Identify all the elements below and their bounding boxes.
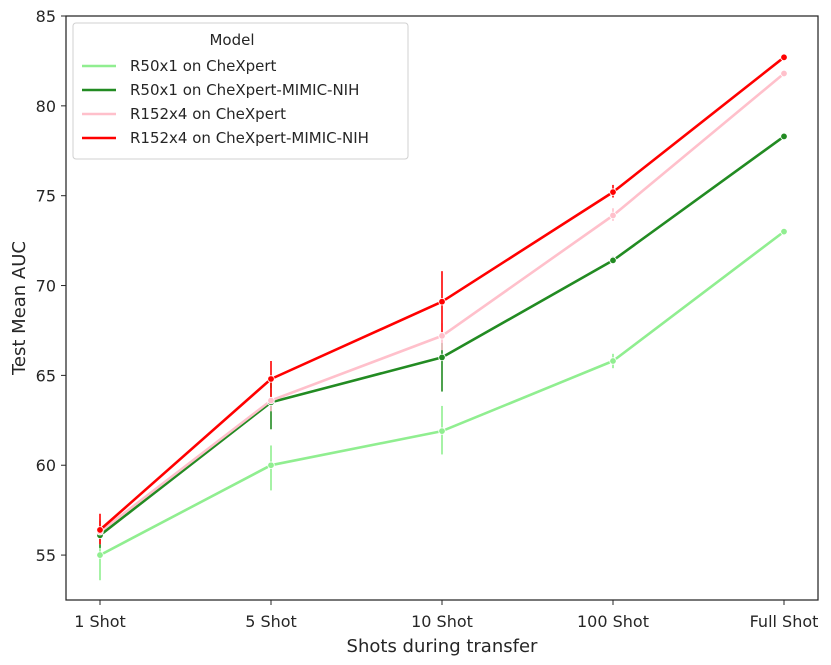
legend-items: R50x1 on CheXpert R50x1 on CheXpert-MIMIC… xyxy=(82,57,369,147)
data-point xyxy=(267,375,275,383)
legend-box xyxy=(72,22,409,160)
series-markers xyxy=(96,53,788,559)
data-point xyxy=(96,551,104,559)
data-point xyxy=(438,427,446,435)
data-point xyxy=(267,461,275,469)
data-point xyxy=(780,227,788,236)
data-point xyxy=(780,132,788,141)
data-point xyxy=(780,53,788,62)
data-point xyxy=(609,357,617,365)
data-point xyxy=(438,298,446,306)
data-point xyxy=(96,526,104,534)
data-point xyxy=(267,396,275,405)
y-tick-label: 55 xyxy=(36,546,56,565)
x-tick-label: 5 Shot xyxy=(245,612,297,631)
legend-label: R152x4 on CheXpert xyxy=(130,105,286,123)
data-point xyxy=(609,211,617,220)
y-tick-label: 65 xyxy=(36,366,56,385)
y-tick-label: 60 xyxy=(36,456,56,475)
y-tick-label: 70 xyxy=(36,277,56,296)
x-axis-ticks: 1 Shot 5 Shot 10 Shot 100 Shot Full Shot xyxy=(74,600,818,631)
x-tick-label: Full Shot xyxy=(750,612,819,631)
y-axis-ticks: 55 60 65 70 75 80 85 xyxy=(36,7,66,565)
x-tick-label: 100 Shot xyxy=(577,612,649,631)
data-point xyxy=(609,188,617,196)
y-tick-label: 75 xyxy=(36,187,56,206)
x-tick-label: 10 Shot xyxy=(411,612,473,631)
y-axis-label: Test Mean AUC xyxy=(9,241,30,376)
legend-label: R50x1 on CheXpert xyxy=(130,57,277,75)
legend-label: R50x1 on CheXpert-MIMIC-NIH xyxy=(130,81,359,99)
x-tick-label: 1 Shot xyxy=(74,612,126,631)
data-point xyxy=(780,69,788,78)
y-tick-label: 80 xyxy=(36,97,56,116)
data-point xyxy=(609,256,617,265)
data-point xyxy=(438,332,446,340)
y-tick-label: 85 xyxy=(36,7,56,26)
data-point xyxy=(438,353,446,362)
legend-label: R152x4 on CheXpert-MIMIC-NIH xyxy=(130,129,369,147)
x-axis-label: Shots during transfer xyxy=(347,636,538,657)
legend-title: Model xyxy=(209,31,254,49)
